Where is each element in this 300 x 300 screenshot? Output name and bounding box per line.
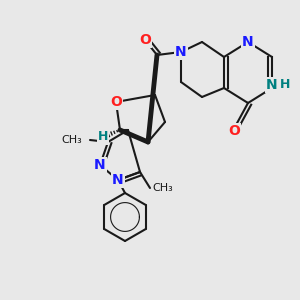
Text: N: N <box>94 158 106 172</box>
Text: H: H <box>98 130 108 143</box>
Text: N: N <box>175 45 187 59</box>
Text: CH₃: CH₃ <box>61 135 82 145</box>
Text: CH₃: CH₃ <box>152 183 173 193</box>
Text: O: O <box>228 124 240 138</box>
Text: O: O <box>139 33 151 47</box>
Text: O: O <box>110 95 122 109</box>
Text: N: N <box>242 35 254 49</box>
Text: N: N <box>266 78 278 92</box>
Text: N: N <box>112 173 124 187</box>
Text: H: H <box>280 79 290 92</box>
